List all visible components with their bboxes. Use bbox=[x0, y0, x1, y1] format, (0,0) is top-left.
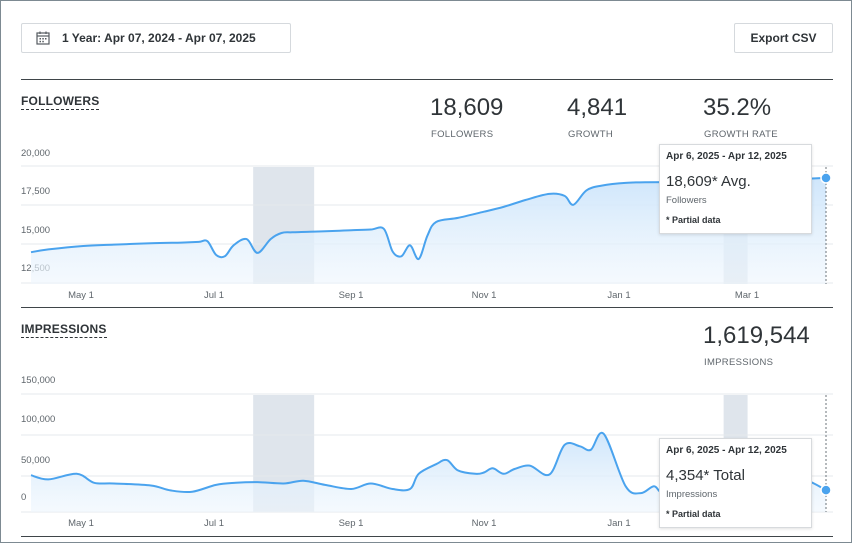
section-divider bbox=[21, 536, 833, 537]
tooltip-metric: Followers bbox=[666, 195, 707, 206]
tooltip-metric: Impressions bbox=[666, 489, 718, 500]
growth-rate-label: GROWTH RATE bbox=[704, 129, 778, 140]
tooltip-value: 18,609* Avg. bbox=[666, 173, 751, 190]
date-range-button[interactable]: 1 Year: Apr 07, 2024 - Apr 07, 2025 bbox=[21, 23, 291, 53]
impressions-title[interactable]: IMPRESSIONS bbox=[21, 322, 107, 338]
tooltip-date-range: Apr 6, 2025 - Apr 12, 2025 bbox=[666, 151, 787, 162]
y-tick-label: 0 bbox=[21, 492, 27, 503]
x-tick-label: Nov 1 bbox=[471, 518, 497, 529]
x-tick-label: Sep 1 bbox=[338, 518, 364, 529]
impressions-value: 1,619,544 bbox=[703, 322, 810, 349]
date-range-label: 1 Year: Apr 07, 2024 - Apr 07, 2025 bbox=[62, 31, 256, 45]
impressions-chart[interactable] bbox=[21, 378, 833, 536]
section-divider bbox=[21, 79, 833, 80]
series-area bbox=[31, 432, 826, 512]
x-tick-label: May 1 bbox=[68, 518, 94, 529]
growth-value: 4,841 bbox=[567, 94, 628, 121]
section-divider bbox=[21, 307, 833, 308]
x-tick-label: Sep 1 bbox=[338, 290, 364, 301]
tooltip-value: 4,354* Total bbox=[666, 467, 745, 484]
tooltip-partial-note: * Partial data bbox=[666, 509, 721, 519]
followers-count-value: 18,609 bbox=[430, 94, 504, 121]
x-tick-label: May 1 bbox=[68, 290, 94, 301]
followers-title[interactable]: FOLLOWERS bbox=[21, 94, 100, 110]
y-tick-label: 17,500 bbox=[21, 186, 51, 197]
y-tick-label: 20,000 bbox=[21, 148, 51, 159]
hover-point bbox=[820, 484, 832, 496]
x-tick-label: Jul 1 bbox=[203, 290, 225, 301]
y-tick-label: 100,000 bbox=[21, 414, 56, 425]
series-area bbox=[31, 177, 826, 284]
growth-rate-value: 35.2% bbox=[703, 94, 772, 121]
x-tick-label: Jul 1 bbox=[203, 518, 225, 529]
impressions-label: IMPRESSIONS bbox=[704, 357, 774, 368]
followers-count-label: FOLLOWERS bbox=[431, 129, 494, 140]
hover-point bbox=[820, 172, 832, 184]
series-line bbox=[30, 176, 827, 260]
tooltip-partial-note: * Partial data bbox=[666, 215, 721, 225]
x-tick-label: Jan 1 bbox=[607, 290, 631, 301]
y-tick-label: 50,000 bbox=[21, 455, 51, 466]
tooltip-date-range: Apr 6, 2025 - Apr 12, 2025 bbox=[666, 445, 787, 456]
x-tick-label: Nov 1 bbox=[471, 290, 497, 301]
x-tick-label: Jan 1 bbox=[607, 518, 631, 529]
calendar-icon bbox=[36, 31, 50, 45]
y-tick-label: 150,000 bbox=[21, 375, 56, 386]
y-tick-label: 15,000 bbox=[21, 225, 51, 236]
followers-tooltip: Apr 6, 2025 - Apr 12, 2025 18,609* Avg. … bbox=[659, 144, 812, 234]
series-line bbox=[30, 431, 827, 495]
growth-label: GROWTH bbox=[568, 129, 614, 140]
impressions-tooltip: Apr 6, 2025 - Apr 12, 2025 4,354* Total … bbox=[659, 438, 812, 528]
x-tick-label: Mar 1 bbox=[734, 290, 760, 301]
export-csv-button[interactable]: Export CSV bbox=[734, 23, 833, 53]
